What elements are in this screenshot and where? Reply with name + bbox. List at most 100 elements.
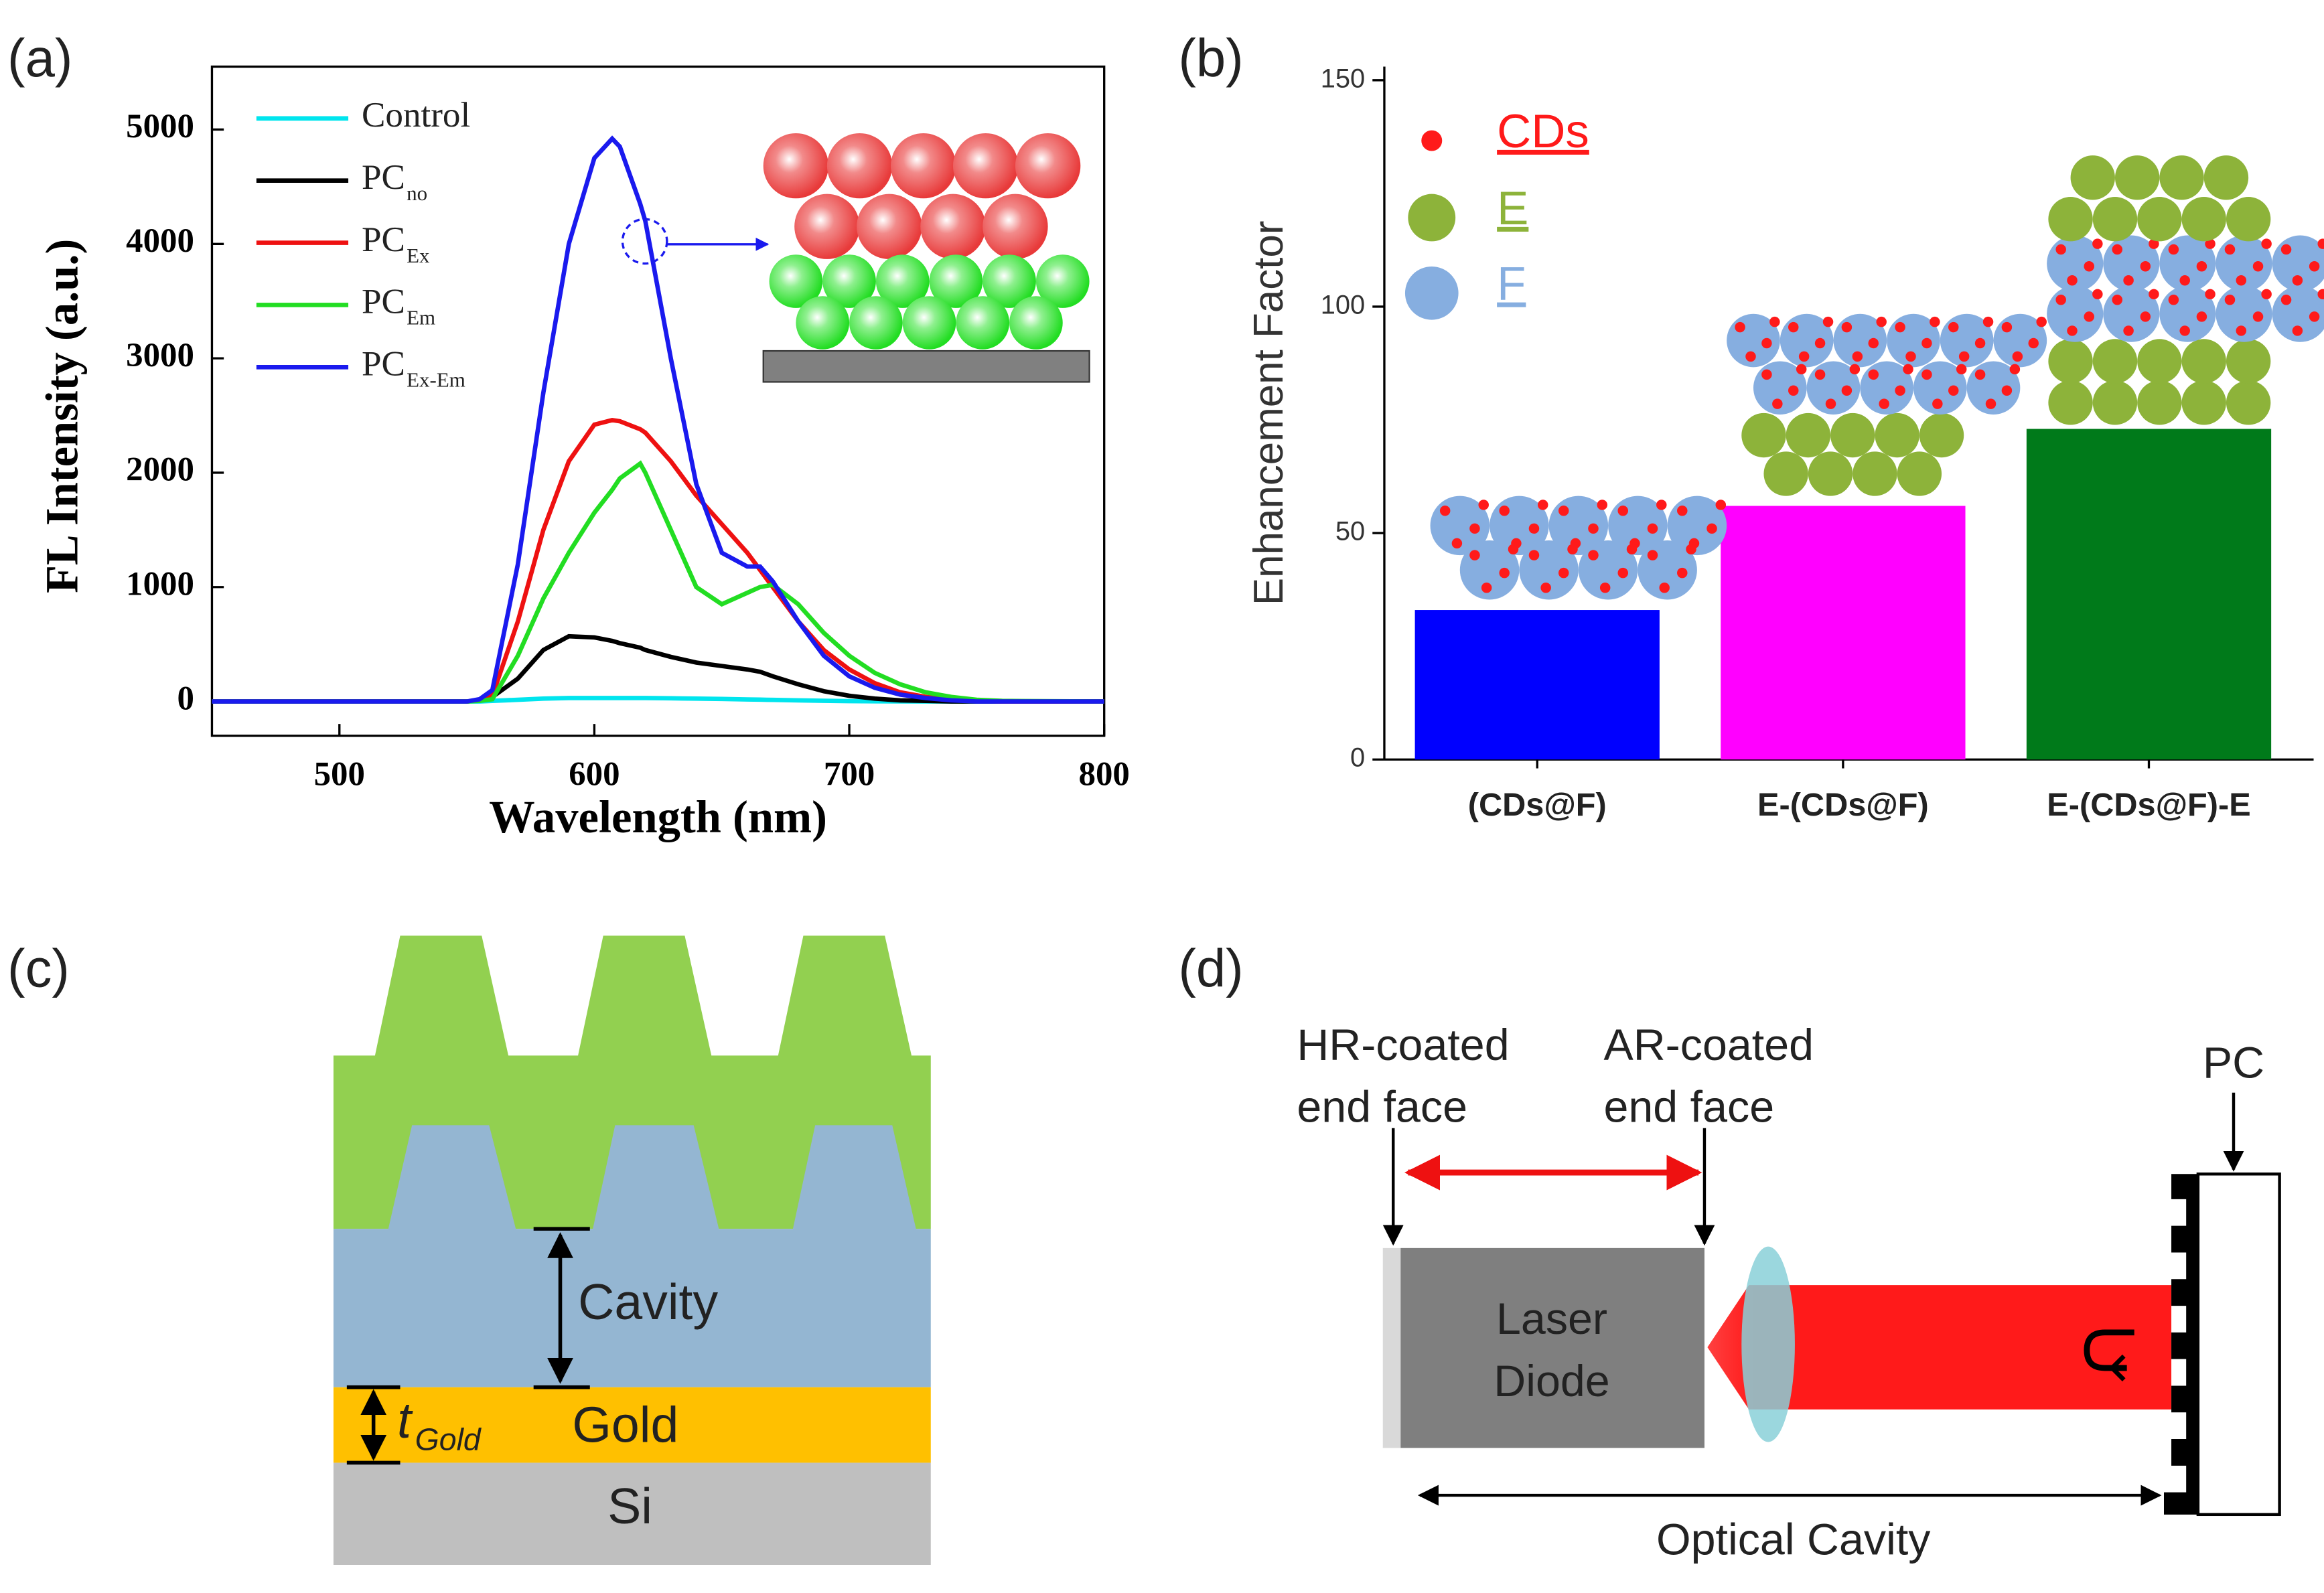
dot bbox=[1715, 500, 1727, 510]
panel-c-diagram: Cavity Gold Si t Gold bbox=[333, 935, 931, 1565]
dot bbox=[2280, 294, 2292, 305]
hr-label: end face bbox=[1297, 1083, 1467, 1132]
dot bbox=[2309, 311, 2320, 322]
dot bbox=[1788, 385, 1799, 396]
dot bbox=[1677, 506, 1688, 516]
x-tick-label: 600 bbox=[569, 755, 620, 793]
pc-label: PC bbox=[2203, 1038, 2264, 1087]
dot bbox=[1814, 337, 1826, 349]
particle bbox=[2048, 380, 2093, 425]
x-tick-label: E-(CDs@F)-E bbox=[2047, 787, 2250, 823]
cavity-label: Cavity bbox=[578, 1274, 718, 1330]
legend-subscript: Em bbox=[407, 306, 435, 329]
sphere bbox=[857, 194, 922, 259]
dot bbox=[1956, 364, 1967, 375]
sphere bbox=[952, 133, 1019, 199]
sphere bbox=[891, 133, 956, 199]
y-axis-label: FL Intensity (a.u.) bbox=[36, 239, 87, 593]
si-label: Si bbox=[607, 1478, 652, 1534]
legend-subscript: Ex-Em bbox=[407, 368, 465, 392]
laser-diode bbox=[1400, 1247, 1704, 1448]
dot bbox=[1921, 369, 1932, 380]
dot bbox=[1958, 351, 1970, 362]
dot bbox=[1659, 583, 1670, 593]
dot bbox=[1617, 506, 1628, 516]
dot bbox=[1599, 583, 1611, 593]
bar-chart: 0 50 100 150 Enhancement Factor (CDs@F) E-(CDs… bbox=[1246, 64, 2324, 823]
dot bbox=[1745, 351, 1756, 362]
dot bbox=[2205, 238, 2216, 249]
dot bbox=[2236, 275, 2247, 286]
particle bbox=[1897, 451, 1942, 496]
dot bbox=[1597, 500, 1608, 510]
dot bbox=[2028, 337, 2039, 349]
legend-label: PC bbox=[362, 158, 405, 197]
sphere bbox=[769, 254, 823, 308]
hr-label: HR-coated bbox=[1297, 1020, 1509, 1070]
particle bbox=[2226, 197, 2271, 242]
dot bbox=[2224, 244, 2236, 255]
dot bbox=[2084, 261, 2094, 272]
dot bbox=[1948, 385, 1959, 396]
dot bbox=[2309, 261, 2320, 272]
laser-label: Laser bbox=[1496, 1294, 1607, 1344]
laser-beam bbox=[1707, 1285, 2172, 1410]
legend-label: PC bbox=[362, 283, 405, 321]
x-tick-label: 500 bbox=[314, 755, 365, 793]
particle bbox=[2092, 380, 2138, 425]
y-tick-label: 100 bbox=[1321, 290, 1365, 319]
dot bbox=[2001, 321, 2013, 333]
panel-label: (c) bbox=[7, 939, 70, 998]
dot bbox=[1558, 506, 1569, 516]
dot bbox=[2292, 275, 2303, 286]
dot bbox=[1499, 567, 1510, 579]
dot bbox=[2317, 289, 2324, 300]
particle bbox=[2092, 197, 2138, 242]
y-tick-label: 50 bbox=[1335, 517, 1365, 546]
dot bbox=[1478, 500, 1489, 510]
y-tick-label: 0 bbox=[1350, 743, 1365, 773]
sphere bbox=[983, 254, 1036, 308]
dot bbox=[1499, 506, 1510, 516]
sphere bbox=[875, 254, 930, 308]
y-tick-label: 2000 bbox=[126, 451, 194, 489]
dot bbox=[1508, 544, 1519, 555]
substrate bbox=[762, 350, 1090, 383]
y-tick-label: 4000 bbox=[126, 222, 194, 260]
particle bbox=[2070, 155, 2115, 200]
dot bbox=[2123, 275, 2134, 286]
dot bbox=[1567, 544, 1578, 555]
dot bbox=[2261, 289, 2272, 300]
dot bbox=[2067, 275, 2078, 286]
optical-cavity-label: Optical Cavity bbox=[1656, 1515, 1931, 1564]
sphere bbox=[1009, 296, 1063, 350]
sphere bbox=[849, 296, 903, 350]
dot bbox=[1772, 398, 1783, 409]
legend-marker bbox=[1421, 130, 1443, 151]
dot bbox=[1735, 321, 1745, 333]
dot bbox=[2092, 289, 2103, 300]
dot bbox=[1537, 500, 1548, 510]
hr-coating bbox=[1382, 1247, 1401, 1448]
dot bbox=[1974, 337, 1986, 349]
u-turn bbox=[2084, 1329, 2134, 1371]
cavity-layer bbox=[333, 1125, 931, 1387]
legend-label: PC bbox=[362, 220, 405, 259]
dot bbox=[1876, 316, 1887, 327]
dot bbox=[2224, 294, 2236, 305]
dot bbox=[1905, 351, 1916, 362]
dot bbox=[2196, 261, 2207, 272]
dot bbox=[1798, 351, 1810, 362]
dot bbox=[1841, 321, 1853, 333]
particle bbox=[2137, 197, 2182, 242]
series-line bbox=[212, 135, 1104, 704]
dot bbox=[2317, 238, 2324, 249]
panel-label: (a) bbox=[7, 28, 72, 88]
y-tick-label: 3000 bbox=[126, 337, 194, 374]
particle bbox=[2181, 339, 2226, 384]
dot bbox=[1588, 523, 1599, 534]
dot bbox=[2112, 294, 2123, 305]
dot bbox=[1930, 316, 1940, 327]
dot bbox=[1769, 316, 1780, 327]
particle bbox=[2048, 339, 2093, 384]
